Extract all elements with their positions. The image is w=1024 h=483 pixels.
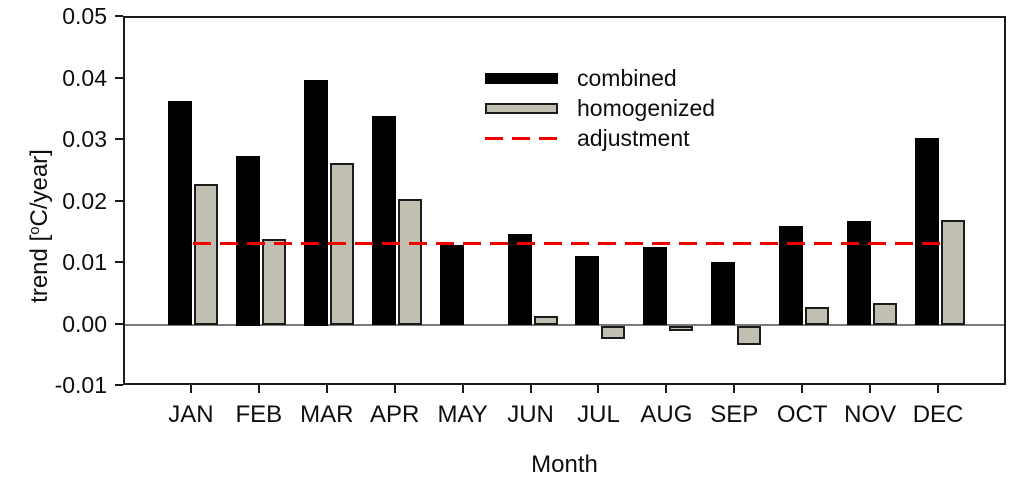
legend-label: combined [577,64,677,91]
x-axis-tick-label: AUG [640,401,693,428]
x-axis-tick-label: FEB [235,401,283,428]
x-axis-tick [529,385,532,393]
legend: combined homogenized adjustment [485,63,715,153]
homogenized-swatch-icon [485,102,558,114]
x-axis-tick-label: NOV [844,401,897,428]
y-axis-tick [115,322,123,325]
adjustment-line [192,241,941,245]
bar-homogenized-nov [873,302,898,326]
bar-combined-aug [643,247,668,326]
x-axis: JAN FEB MAR APR MAY JUN JUL AUG SEP OCT NOV DEC [123,385,1006,445]
bar-homogenized-jun [533,315,558,326]
y-axis-tick-label: 0.03 [62,126,107,152]
x-axis-tick [733,385,736,393]
y-axis-tick-label: 0.00 [62,310,107,337]
x-axis-tick [461,385,464,393]
bar-combined-feb [235,156,260,326]
y-axis-tick [115,76,123,79]
bar-combined-nov [847,220,872,326]
x-axis-tick-label: JAN [168,401,214,428]
x-axis-tick-label: SEP [710,401,759,428]
bar-combined-sep [711,261,736,326]
combined-swatch-icon [485,72,558,84]
x-axis-tick [393,385,396,393]
y-axis-tick-label: 0.02 [62,187,107,214]
x-axis-tick-label: MAR [300,401,354,428]
x-axis-tick [189,385,192,393]
y-axis-tick-label: 0.05 [62,3,107,29]
adjustment-dash-icon [485,136,558,140]
x-axis-tick [257,385,260,393]
y-axis-tick [115,261,123,263]
y-axis: 0.05 0.04 0.03 0.02 0.01 0.00 -0.01 [0,4,123,397]
y-axis-tick [115,199,123,202]
x-axis-tick [801,385,804,393]
x-axis-tick-label: JUN [507,401,554,428]
zero-line [125,324,1004,326]
x-axis-tick [869,385,872,393]
x-axis-tick [597,385,600,393]
legend-label: adjustment [577,124,690,151]
y-axis-tick-label: 0.04 [62,64,107,91]
y-axis-tick [115,138,123,140]
y-axis-tick-label: 0.01 [62,249,107,275]
x-axis-title: Month [531,451,598,478]
bar-combined-apr [371,116,396,326]
legend-item-adjustment: adjustment [485,123,715,153]
bar-combined-jul [575,256,600,326]
x-axis-tick-label: APR [370,401,420,428]
bar-homogenized-apr [397,199,422,326]
y-axis-tick [115,384,123,386]
bar-combined-dec [915,137,940,326]
bar-combined-jun [507,234,532,326]
bar-homogenized-jul [601,325,626,340]
x-axis-tick-label: MAY [437,401,488,428]
bar-combined-mar [303,79,328,326]
bar-homogenized-dec [941,219,966,326]
x-axis-tick [325,385,328,393]
bar-homogenized-sep [737,325,762,345]
x-axis-tick [937,385,940,393]
legend-label: homogenized [577,94,716,121]
bar-combined-may [439,244,464,326]
x-axis-tick-label: OCT [776,401,828,428]
y-axis-tick [115,15,123,17]
bar-homogenized-oct [805,307,830,326]
bar-homogenized-aug [669,325,694,332]
legend-item-combined: combined [485,63,715,93]
bar-combined-jan [167,101,192,326]
x-axis-tick-label: DEC [912,401,964,428]
y-axis-tick-label: -0.01 [54,372,107,398]
legend-item-homogenized: homogenized [485,93,715,123]
x-axis-tick [665,385,668,393]
x-axis-tick-label: JUL [577,401,620,428]
plot-area [123,16,1006,385]
bar-homogenized-feb [261,238,286,326]
bar-homogenized-jan [193,184,218,326]
